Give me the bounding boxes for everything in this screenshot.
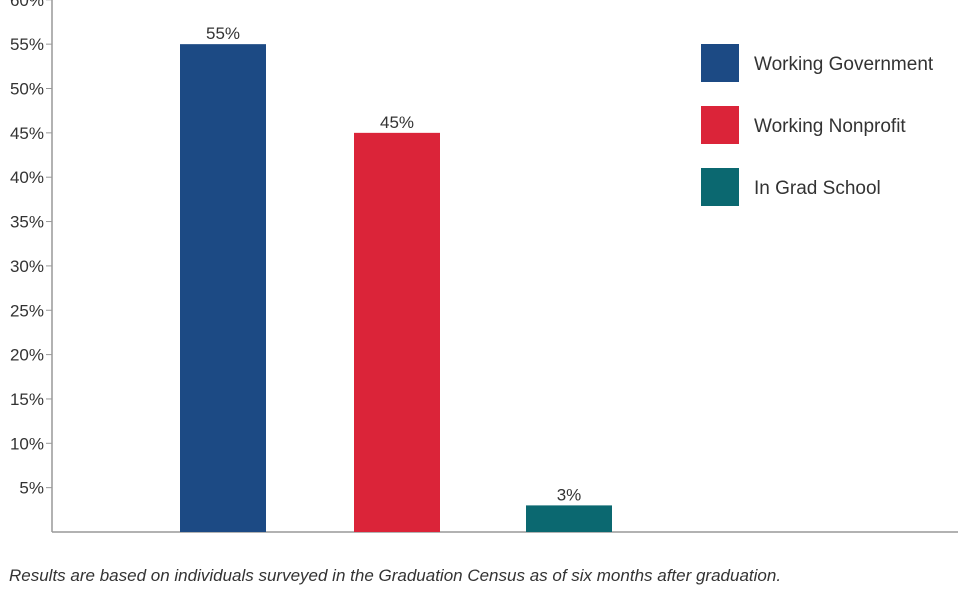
bar xyxy=(180,44,266,533)
y-tick-label: 35% xyxy=(10,213,44,232)
bar-value-label: 45% xyxy=(380,113,414,132)
y-tick-label: 5% xyxy=(19,479,44,498)
y-tick-label: 25% xyxy=(10,301,44,320)
y-tick-label: 20% xyxy=(10,346,44,365)
bars: 55% 45% 3% xyxy=(180,24,612,533)
y-tick-label: 40% xyxy=(10,168,44,187)
bar-value-label: 3% xyxy=(557,485,582,504)
y-axis: 5% 10% 15% 20% 25% 30% 35% 40% 45% 50% 55% 60% xyxy=(10,0,958,533)
bar xyxy=(526,505,612,532)
legend: Working Government Working Nonprofit In Gr… xyxy=(701,44,934,206)
legend-swatch xyxy=(701,44,739,82)
footnote: Results are based on individuals surveye… xyxy=(9,566,782,585)
y-tick-label: 10% xyxy=(10,434,44,453)
y-tick-label: 15% xyxy=(10,390,44,409)
legend-label: Working Nonprofit xyxy=(754,116,906,137)
y-tick-label: 45% xyxy=(10,124,44,143)
bar xyxy=(354,132,440,532)
y-tick-label: 60% xyxy=(10,0,44,10)
bar-value-label: 55% xyxy=(206,24,240,43)
legend-swatch xyxy=(701,106,739,144)
legend-label: Working Government xyxy=(754,54,934,75)
bar-chart: 5% 10% 15% 20% 25% 30% 35% 40% 45% 50% 55% 60% 55% 4… xyxy=(10,0,958,533)
y-tick-label: 55% xyxy=(10,35,44,54)
legend-label: In Grad School xyxy=(754,178,881,199)
y-tick-label: 30% xyxy=(10,257,44,276)
legend-swatch xyxy=(701,168,739,206)
y-tick-label: 50% xyxy=(10,80,44,99)
